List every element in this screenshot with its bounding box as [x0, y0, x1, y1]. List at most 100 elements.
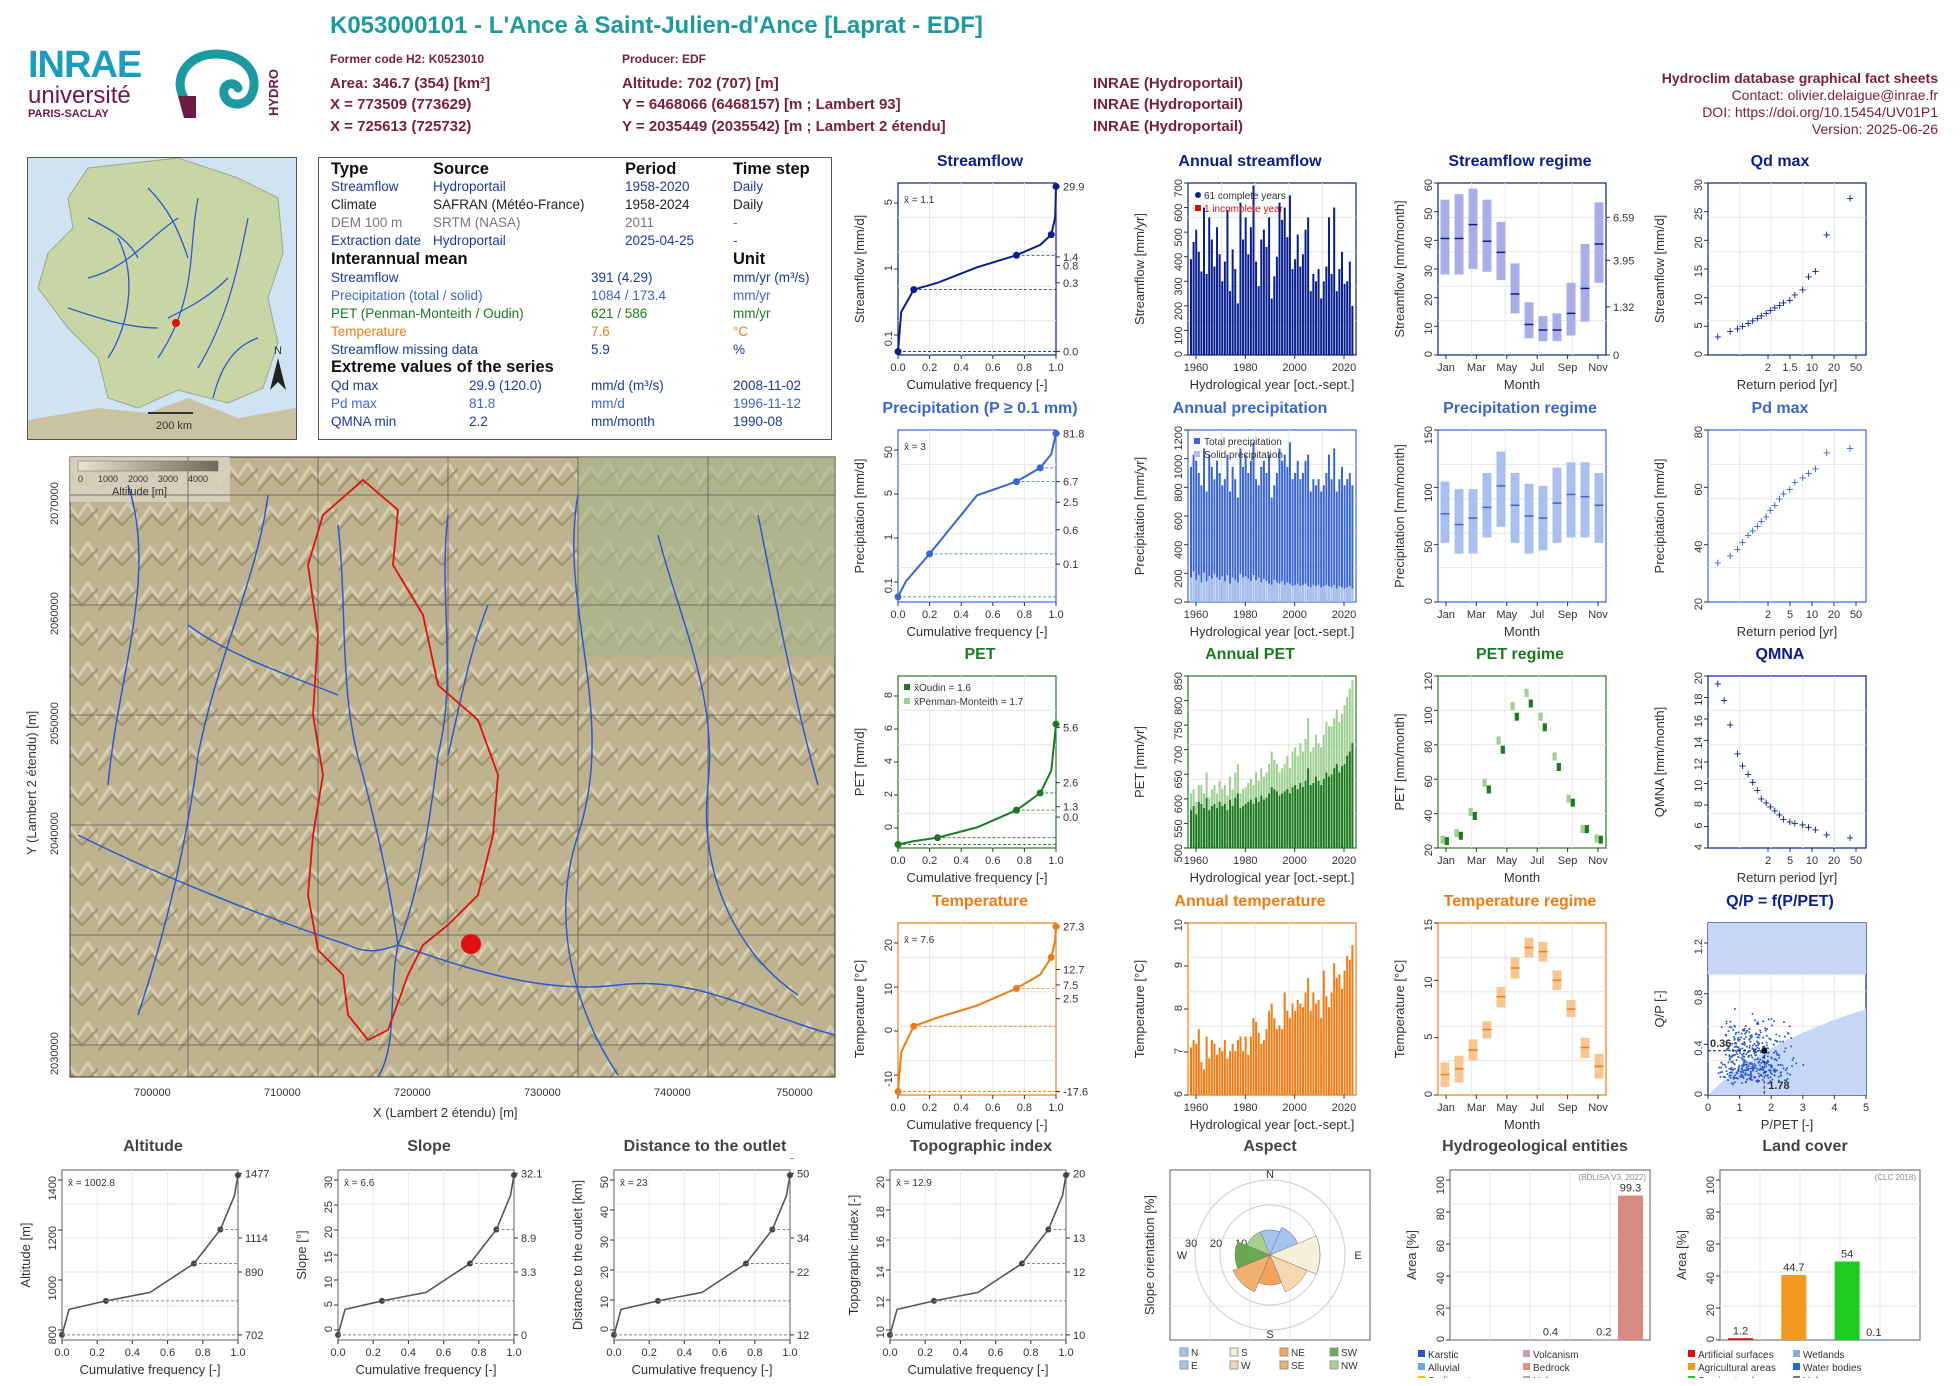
rose-sector — [1269, 1254, 1308, 1293]
bar — [1244, 803, 1247, 848]
scatter-point — [1756, 1046, 1759, 1049]
scatter-point — [1755, 1044, 1758, 1047]
ytick-right-label: 8.9 — [521, 1233, 536, 1245]
regime-box — [1496, 221, 1506, 281]
bar-secondary — [1270, 497, 1273, 602]
annual_precip: Annual precipitation 1200 1000 800 600 400 200… — [1130, 400, 1370, 640]
xlabel: Cumulative frequency [-] — [80, 1362, 221, 1377]
scatter-point — [1782, 1021, 1785, 1024]
rose-ring — [1194, 1179, 1346, 1331]
scatter-point — [1766, 1055, 1769, 1058]
logo-hydro: HYDRO — [166, 46, 291, 124]
bar — [1343, 970, 1346, 1095]
bar-secondary — [1223, 479, 1226, 602]
contact[interactable]: Contact: olivier.delaigue@inrae.fr — [1731, 87, 1938, 103]
ytick-label: 0 — [1423, 598, 1435, 604]
regime-box — [1482, 199, 1492, 272]
ytick-label: 20 — [1693, 672, 1705, 684]
legend-swatch — [1523, 1363, 1530, 1370]
entity-bar-label: 0.4 — [1543, 1326, 1558, 1338]
ytick-label: 6 — [1693, 823, 1705, 829]
scatter-point — [1725, 1041, 1728, 1044]
ytick-label: 700 — [1173, 179, 1185, 197]
former-code: Former code H2: K0523010 — [330, 52, 485, 66]
data-point: + — [1714, 555, 1722, 570]
extreme-pdmax-date: 1996-11-12 — [733, 396, 802, 411]
data-point: + — [1734, 746, 1742, 761]
bar — [1291, 269, 1294, 355]
bar — [1195, 579, 1198, 602]
bar — [1262, 229, 1265, 355]
bar — [1278, 583, 1281, 602]
scatter-point — [1764, 1074, 1767, 1077]
xtick-label: 5 — [1787, 609, 1793, 621]
xtick-label: 5 — [1863, 1102, 1869, 1114]
bar — [1314, 586, 1317, 602]
bar — [1317, 999, 1320, 1095]
xtick-label: 1.0 — [782, 1347, 797, 1359]
bar-secondary — [1247, 473, 1250, 602]
plot-frame — [613, 1169, 791, 1341]
xlabel: Hydrological year [oct.-sept.] — [1190, 1117, 1355, 1132]
ytick-label: 100 — [1705, 1176, 1717, 1194]
data-point: + — [1812, 461, 1820, 476]
xtick-label: 10 — [1806, 855, 1818, 867]
plot-frame — [897, 429, 1057, 603]
scatter-point — [1778, 1054, 1781, 1057]
quantile-point — [1013, 251, 1020, 259]
ytick-label: 0 — [1423, 1091, 1435, 1097]
doi[interactable]: DOI: https://doi.org/10.15454/UV01P1 — [1702, 104, 1938, 120]
scatter-point — [1750, 1034, 1753, 1037]
legend-swatch — [1793, 1376, 1800, 1378]
scatter-point — [1753, 1052, 1756, 1055]
aspect-legend-label: W — [1241, 1361, 1251, 1372]
bar — [1325, 996, 1328, 1095]
ytick-label: 6 — [883, 725, 895, 731]
bar — [1205, 797, 1208, 848]
bar — [1309, 291, 1312, 355]
scatter-point — [1724, 1033, 1727, 1036]
logo-inrae: INRAE université PARIS-SACLAY — [28, 46, 158, 124]
scatter-point — [1720, 1061, 1723, 1064]
bar — [1257, 1032, 1260, 1095]
xtick-label: 50 — [1850, 855, 1862, 867]
scatter-point — [1770, 1057, 1773, 1060]
xtick-label: 0.4 — [954, 362, 969, 374]
data-point: + — [1786, 292, 1794, 307]
ytick-label: 20 — [1693, 598, 1705, 610]
scatter-point — [1752, 1076, 1755, 1079]
ytick-right-label: 81.8 — [1063, 428, 1084, 440]
source-note: (CLC 2018) — [1875, 1173, 1917, 1182]
pet_cdf: PET 8 6 4 2 0 5.6 2.6 1.3 0.0 0.0 0.2 0.4 0.6 0.8 1.0 PE… — [850, 646, 1110, 886]
annual_pet: Annual PET 850 800 750 700 650 600 550 500 1960 19… — [1130, 646, 1370, 886]
ytick-label: 5 — [1423, 1034, 1435, 1040]
bar — [1291, 787, 1294, 848]
bar — [1236, 303, 1239, 355]
bar — [1333, 584, 1336, 602]
scatter-point — [1768, 1037, 1771, 1040]
data-point: + — [1758, 308, 1766, 323]
xtick-label: 50 — [1850, 362, 1862, 374]
bar-secondary — [1343, 485, 1346, 602]
ylabel: Precipitation [mm/d] — [852, 459, 867, 574]
ytick-label: 7 — [1173, 1048, 1185, 1054]
basin-map-svg: 700000 710000 720000 730000 740000 75000… — [24, 456, 836, 1120]
scatter-point — [1759, 1031, 1762, 1034]
qd_max: Qd max 30 25 20 15 10 5 0 2 1.5 10 20 50 Streamflow [… — [1650, 153, 1910, 393]
scatter-point — [1733, 1024, 1736, 1027]
bar — [1226, 574, 1229, 602]
ytick-label: 20 — [1705, 1304, 1717, 1316]
xtick-label: 1960 — [1184, 1102, 1208, 1114]
xtick-label: 0.6 — [985, 1102, 1000, 1114]
ytick-label: 5 — [883, 490, 895, 496]
scatter-point — [1753, 1042, 1756, 1045]
station-point — [1761, 1047, 1768, 1054]
ytick-label: 2 — [883, 791, 895, 797]
bar-secondary — [1283, 454, 1286, 602]
entity-bar-label: 0.1 — [1866, 1327, 1881, 1339]
bar — [1325, 266, 1328, 355]
regime-box — [1472, 811, 1477, 820]
scatter-point — [1717, 1072, 1720, 1075]
aspect-legend-label: NW — [1341, 1361, 1358, 1372]
